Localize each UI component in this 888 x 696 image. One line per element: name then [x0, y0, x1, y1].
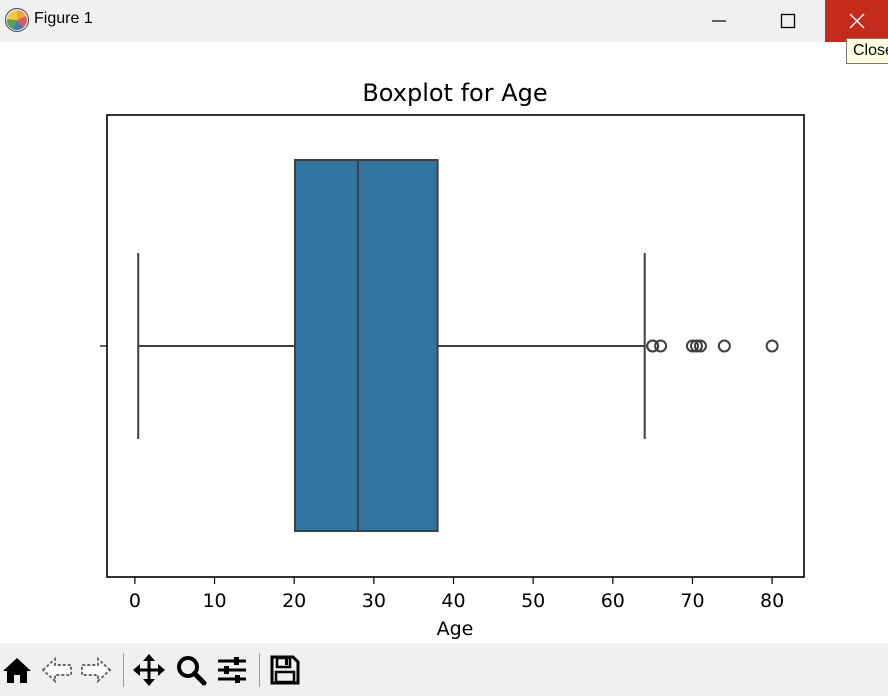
- configure-subplots-icon: [218, 657, 246, 683]
- x-axis-label: Age: [437, 618, 474, 640]
- x-tick-label: 0: [129, 590, 141, 612]
- zoom-button[interactable]: [174, 653, 208, 687]
- outlier-point: [685, 339, 699, 353]
- back-icon: [41, 656, 72, 684]
- iqr-box: [293, 159, 439, 532]
- title-bar: Figure 1: [0, 0, 888, 42]
- x-tick-label: 80: [760, 590, 784, 612]
- chart-title: Boxplot for Age: [362, 79, 547, 107]
- maximize-icon: [780, 13, 796, 29]
- navigation-toolbar: [0, 643, 888, 696]
- forward-icon: [81, 656, 112, 684]
- pan-icon: [133, 654, 165, 686]
- x-tick-label: 60: [601, 590, 625, 612]
- x-tick-label: 20: [282, 590, 306, 612]
- save-button[interactable]: [268, 653, 302, 687]
- x-tick-label: 10: [202, 590, 226, 612]
- x-tick-label: 40: [441, 590, 465, 612]
- outlier-point: [717, 339, 731, 353]
- close-tooltip: Close: [846, 38, 888, 64]
- minimize-button[interactable]: [687, 0, 751, 42]
- back-button[interactable]: [40, 653, 74, 687]
- close-button[interactable]: [825, 0, 888, 42]
- x-tick-label: 50: [521, 590, 545, 612]
- maximize-button[interactable]: [756, 0, 820, 42]
- minimize-icon: [712, 20, 726, 22]
- outlier-point: [693, 339, 707, 353]
- close-icon: [849, 13, 865, 29]
- outlier-point: [646, 339, 660, 353]
- toolbar-separator: [123, 653, 124, 687]
- toolbar-separator: [259, 653, 260, 687]
- x-tick-label: 30: [362, 590, 386, 612]
- save-icon: [270, 655, 300, 685]
- outlier-point: [654, 339, 668, 353]
- forward-button[interactable]: [79, 653, 113, 687]
- outlier-point: [765, 339, 779, 353]
- matplotlib-app-icon: [4, 7, 30, 33]
- window-title: Figure 1: [34, 10, 93, 27]
- home-icon: [3, 658, 31, 683]
- zoom-icon: [177, 656, 207, 686]
- home-button[interactable]: [0, 653, 34, 687]
- x-tick-label: 70: [680, 590, 704, 612]
- configure-subplots-button[interactable]: [215, 653, 249, 687]
- pan-button[interactable]: [132, 653, 166, 687]
- outlier-point: [689, 339, 703, 353]
- boxplot-chart: Boxplot for Age 0 10 20 30 40 50 60 70 80 Age: [100, 79, 805, 640]
